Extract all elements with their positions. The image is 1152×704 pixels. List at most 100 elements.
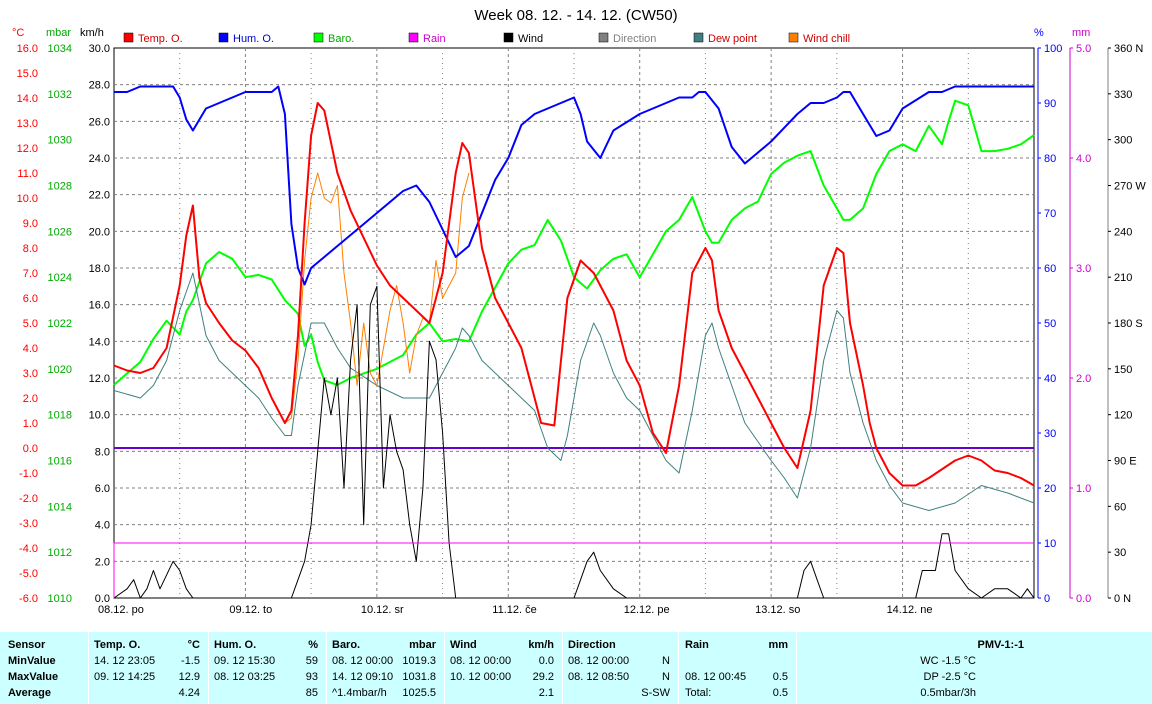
series-dew-point [113,272,1035,511]
right-axis-tick-label: 3.0 [1076,263,1091,275]
table-separator [326,632,327,704]
gridlines [113,47,1035,599]
right-axis-tick-label: 10 [1044,538,1056,550]
hum-value: 85 [305,687,318,699]
legend-label-windchill: Wind chill [803,33,850,45]
left-axis-tick-label: 30.0 [89,43,110,55]
baro-value: 1031.8 [402,671,436,683]
axis-unit-mbar: mbar [46,27,71,39]
left-axis-tick-label: 4.0 [23,343,38,355]
direction-value: N [662,671,670,683]
legend-swatch-wind [503,32,514,43]
left-axis-tick-label: -2.0 [19,493,38,505]
left-axis-tick-label: 1014 [48,501,72,513]
legend-label-rain: Rain [423,33,446,45]
legend-label-baro: Baro. [328,33,354,45]
right-axis-tick-label: 4.0 [1076,153,1091,165]
left-axis-tick-label: 1.0 [23,418,38,430]
left-axis-tick-label: 12.0 [17,143,38,155]
left-axis-tick-label: -5.0 [19,568,38,580]
wind-date: 10. 12 00:00 [450,671,512,683]
table-separator [562,632,563,704]
right-axis-tick-label: 30 [1114,547,1126,559]
left-axis-tick-label: 1010 [48,593,72,605]
direction-date: 08. 12 00:00 [568,655,630,667]
left-axis-tick-label: 6.0 [95,483,110,495]
left-axis-tick-label: 1018 [48,410,72,422]
right-axis-tick-label: 80 [1044,153,1056,165]
header-baro-unit: mbar [409,639,436,651]
legend-label-direction: Direction [613,33,656,45]
left-axis-tick-label: 1016 [48,456,72,468]
baro-date: ^1.4mbar/h [332,687,387,699]
weather-chart: Week 08. 12. - 14. 12. (CW50) Temp. O. H… [12,7,1146,616]
table-separator [678,632,679,704]
header-temp: Temp. O. [94,639,141,651]
rain-value: 0.5 [772,687,788,699]
left-axis-tick-label: 2.0 [95,556,110,568]
hum-value: 93 [305,671,318,683]
left-axis-tick-label: 1030 [48,135,72,147]
x-tick-label: 11.12. če [492,604,536,616]
x-tick-label: 10.12. sr [361,604,404,616]
right-axis-tick-label: 150 [1114,364,1132,376]
left-axis-tick-label: 1020 [48,364,72,376]
left-axis-tick-label: 8.0 [23,243,38,255]
direction-value: S-SW [641,687,670,699]
temp-date: 14. 12 23:05 [94,655,156,667]
right-axis-tick-label: 5.0 [1076,43,1091,55]
right-axis-tick-label: 300 [1114,135,1132,147]
rain-date: 08. 12 00:45 [685,671,747,683]
left-axis-tick-label: 18.0 [89,263,110,275]
right-axis-tick-label: 40 [1044,373,1056,385]
left-axis-tick-label: 0.0 [95,593,110,605]
x-tick-label: 13.12. so [755,604,800,616]
header-temp-unit: °C [187,639,200,651]
legend-label-temp: Temp. O. [138,33,183,45]
table-separator [444,632,445,704]
wind-value: 2.1 [538,687,554,699]
series-hum-o [114,85,1034,286]
series-rain [113,542,1034,598]
series-baro [113,99,1035,386]
left-axis-tick-label: 0.0 [23,443,38,455]
right-axis-tick-label: 2.0 [1076,373,1091,385]
left-axis-tick-label: 5.0 [23,318,38,330]
right-axis-tick-label: 240 [1114,226,1132,238]
statistics-table: Sensor Temp. O. °C Hum. O.% Baro. mbar Wind km/… [0,632,1152,704]
header-hum: Hum. O. [214,639,257,651]
header-rain-unit: mm [768,639,788,651]
pmv-value: 0.5mbar/3h [920,687,976,699]
baro-value: 1019.3 [402,655,436,667]
left-axis-tick-label: 28.0 [89,80,110,92]
left-axis-tick-label: 1022 [48,318,72,330]
direction-date: 08. 12 08:50 [568,671,630,683]
header-hum-unit: % [308,639,318,651]
left-axis-tick-label: 6.0 [23,293,38,305]
left-axis-tick-label: 16.0 [89,300,110,312]
legend-swatch-hum [218,32,229,43]
wind-date: 08. 12 00:00 [450,655,512,667]
left-axis-tick-label: 1034 [48,43,72,55]
legend-swatch-windchill [788,32,799,43]
left-axis-tick-label: 11.0 [17,168,38,180]
left-axis-tick-label: 7.0 [23,268,38,280]
chart-title: Week 08. 12. - 14. 12. (CW50) [474,7,677,24]
left-axis-tick-label: 14.0 [89,336,110,348]
baro-date: 08. 12 00:00 [332,655,394,667]
left-axis-tick-label: -3.0 [19,518,38,530]
direction-value: N [662,655,670,667]
left-axis-tick-label: 9.0 [23,218,38,230]
right-axis-tick-label: 60 [1044,263,1056,275]
wind-value: 29.2 [532,671,554,683]
right-axis-tick-label: 90 [1044,98,1056,110]
axis-unit-mm: mm [1072,27,1090,39]
hum-date: 09. 12 15:30 [214,655,276,667]
left-axis-tick-label: 14.0 [17,93,38,105]
legend-swatch-rain [408,32,419,43]
temp-date: 09. 12 14:25 [94,671,156,683]
table-separator [88,632,89,704]
series-lines [113,85,1035,599]
right-axis-tick-label: 0 N [1114,593,1131,605]
right-axis-tick-label: 90 E [1114,456,1137,468]
